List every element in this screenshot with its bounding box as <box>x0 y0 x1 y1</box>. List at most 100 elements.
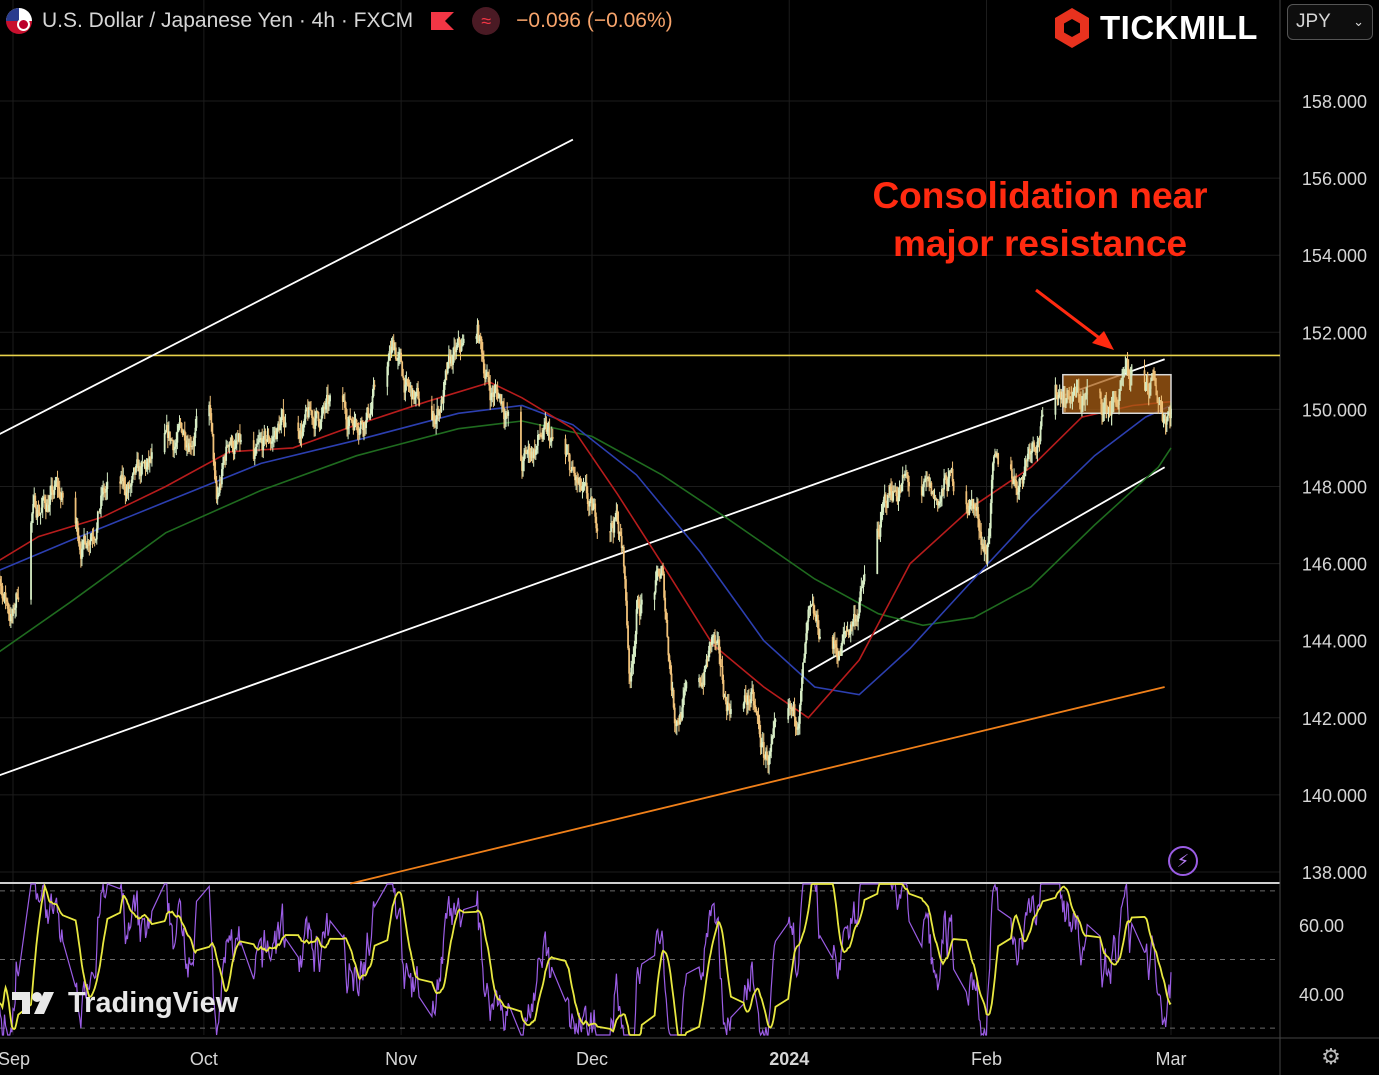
candle-body <box>794 704 796 717</box>
time-tick-label: Oct <box>190 1049 218 1069</box>
platform-logo: TradingView <box>10 984 238 1022</box>
candle-body <box>17 597 19 599</box>
annotation-line-2: major resistance <box>850 220 1230 268</box>
us-japan-flag-icon <box>6 8 32 34</box>
candle-body <box>372 396 374 409</box>
candle-body <box>775 719 777 722</box>
candle-body <box>627 625 629 648</box>
candle-body <box>40 513 42 515</box>
symbol-title[interactable]: U.S. Dollar / Japanese Yen · 4h · FXCM <box>42 9 413 33</box>
candle-body <box>714 635 716 642</box>
candle-body <box>1041 416 1043 426</box>
candle-body <box>1033 442 1035 447</box>
price-change: −0.096 (−0.06%) <box>516 9 672 33</box>
annotation-line-1: Consolidation near <box>850 172 1230 220</box>
price-tick-label: 146.000 <box>1302 555 1367 575</box>
lightning-icon[interactable]: ⚡ <box>1168 846 1198 876</box>
candle-body <box>623 547 625 567</box>
price-tick-label: 138.000 <box>1302 863 1367 883</box>
time-tick-label: Nov <box>385 1049 417 1069</box>
channel-upper-line <box>0 140 573 441</box>
gear-icon[interactable]: ⚙ <box>1318 1044 1344 1070</box>
candle-body <box>628 648 630 673</box>
candle-body <box>62 493 64 498</box>
moving-averages <box>0 382 1171 717</box>
price-tick-label: 148.000 <box>1302 478 1367 498</box>
candles <box>0 318 1172 774</box>
candle-body <box>211 423 213 434</box>
candle-body <box>485 377 487 379</box>
candle-body <box>569 454 571 470</box>
candle-body <box>953 481 955 491</box>
price-tick-label: 152.000 <box>1302 323 1367 343</box>
time-tick-label: Dec <box>576 1049 608 1069</box>
candle-body <box>196 416 198 428</box>
candle-body <box>461 346 463 351</box>
rsi-tick-label: 60.00 <box>1299 916 1344 936</box>
candle-body <box>106 482 108 489</box>
currency-value: JPY <box>1296 11 1331 33</box>
candle-body <box>264 431 266 440</box>
candle-body <box>641 600 643 605</box>
candle-body <box>240 440 242 442</box>
candle-body <box>507 412 509 416</box>
price-tick-label: 142.000 <box>1302 709 1367 729</box>
candle-body <box>151 452 153 459</box>
price-tick-label: 140.000 <box>1302 786 1367 806</box>
tradingview-logo-icon <box>10 990 60 1016</box>
price-tick-label: 144.000 <box>1302 632 1367 652</box>
price-tick-label: 150.000 <box>1302 400 1367 420</box>
candle-body <box>993 457 995 464</box>
chart-header: U.S. Dollar / Japanese Yen · 4h · FXCM ≈… <box>6 6 673 36</box>
candle-body <box>395 348 397 359</box>
candle-body <box>864 574 866 581</box>
candle-body <box>463 339 465 343</box>
wave-icon[interactable]: ≈ <box>472 7 500 35</box>
flag-marker-icon[interactable] <box>431 12 454 30</box>
candle-body <box>520 412 522 461</box>
candle-body <box>552 437 554 438</box>
time-tick-label: 2024 <box>769 1049 809 1069</box>
chevron-down-icon: ⌄ <box>1353 14 1364 30</box>
candle-body <box>1042 415 1044 417</box>
candle-body <box>965 491 967 504</box>
candle-body <box>819 637 821 639</box>
candle-body <box>997 453 999 464</box>
price-tick-label: 154.000 <box>1302 246 1367 266</box>
time-tick-label: Feb <box>971 1049 1002 1069</box>
candle-body <box>400 353 402 362</box>
candle-body <box>908 482 910 486</box>
candle-body <box>418 399 420 406</box>
candle-body <box>367 408 369 414</box>
platform-name: TradingView <box>68 987 238 1020</box>
candle-body <box>225 447 227 461</box>
tickmill-hexagon-icon <box>1052 6 1092 50</box>
price-tick-label: 156.000 <box>1302 169 1367 189</box>
candle-body <box>860 588 862 591</box>
time-tick-label: Mar <box>1156 1049 1187 1069</box>
channel-lower-line <box>0 359 1165 779</box>
candle-body <box>596 528 598 531</box>
candle-body <box>285 423 287 428</box>
candle-body <box>730 709 732 714</box>
chart-annotation: Consolidation near major resistance <box>850 172 1230 268</box>
candle-body <box>923 481 925 487</box>
candle-body <box>30 523 32 600</box>
candle-body <box>374 385 376 387</box>
candle-body <box>387 361 389 367</box>
broker-name: TICKMILL <box>1100 9 1258 47</box>
candle-body <box>943 478 945 489</box>
currency-select[interactable]: JPY ⌄ <box>1287 4 1373 40</box>
broker-logo: TICKMILL <box>1052 6 1258 50</box>
candle-body <box>176 432 178 443</box>
candle-body <box>254 456 256 459</box>
candle-body <box>667 637 669 655</box>
candle-body <box>329 395 331 401</box>
candle-body <box>210 413 212 423</box>
price-tick-label: 158.000 <box>1302 92 1367 112</box>
rsi-tick-label: 40.00 <box>1299 985 1344 1005</box>
candle-body <box>97 511 99 528</box>
ma-fast-line <box>0 382 1171 717</box>
